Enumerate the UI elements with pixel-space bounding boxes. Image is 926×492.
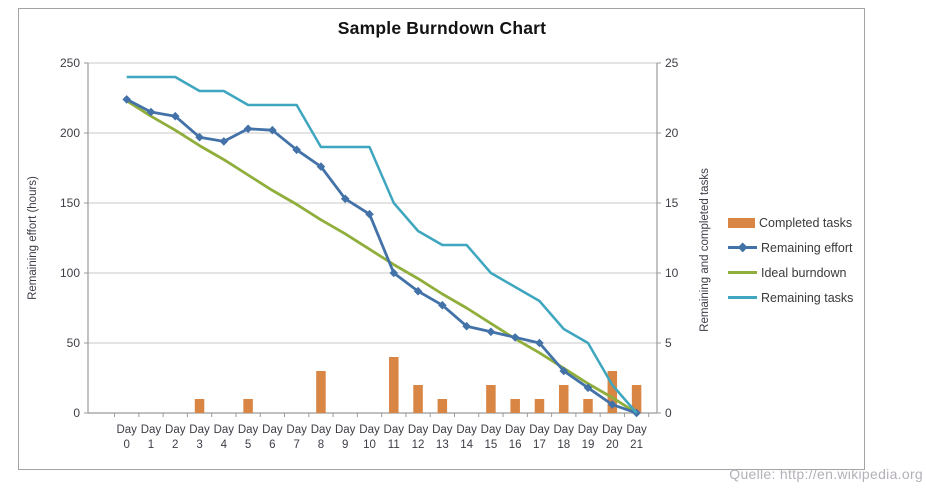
x-axis-label-day-10: Day 10 [359, 424, 380, 451]
x-axis-label-day-8: Day 8 [310, 424, 332, 451]
marker-remaining-effort [195, 132, 204, 142]
line-remaining-effort [126, 98, 638, 415]
right-axis-tick-label: 10 [665, 266, 679, 280]
left-axis-tick-label: 50 [66, 336, 80, 350]
bar-completed-tasks [437, 399, 448, 413]
marker-remaining-effort [510, 333, 520, 342]
x-axis-label-day-2: Day 2 [165, 424, 186, 451]
left-axis-tick-label: 200 [59, 126, 80, 140]
x-axis-label-day-20: Day 20 [602, 424, 623, 451]
bar-completed-tasks [510, 399, 520, 413]
bar-completed-tasks [486, 385, 496, 413]
legend-label-completed-tasks: Completed tasks [759, 215, 853, 230]
marker-remaining-effort [365, 209, 374, 219]
bar-completed-tasks [316, 371, 326, 413]
x-axis-label-day-7: Day 7 [286, 424, 307, 451]
chart-frame [18, 8, 865, 470]
marker-remaining-effort [122, 95, 131, 104]
x-axis-label-day-1: Day 1 [140, 424, 162, 451]
legend-label-remaining-effort: Remaining effort [761, 240, 853, 255]
legend-swatch-ideal-burndown [728, 271, 757, 274]
legend: Completed tasks Remaining effort Ideal b… [728, 210, 853, 310]
legend-item-ideal-burndown: Ideal burndown [728, 260, 853, 285]
bar-completed-tasks [583, 399, 593, 413]
marker-remaining-effort [462, 321, 471, 331]
marker-remaining-effort [559, 366, 569, 376]
legend-swatch-completed-tasks [728, 217, 755, 228]
x-axis-label-day-14: Day 14 [456, 424, 477, 451]
x-axis-label-day-21: Day 21 [626, 424, 647, 451]
x-axis-label-day-0: Day 0 [116, 424, 137, 451]
diamond-marker-icon [737, 242, 748, 253]
bar-completed-tasks [413, 385, 423, 413]
bar-completed-tasks [607, 371, 618, 413]
right-axis-tick-label: 15 [665, 196, 679, 210]
legend-item-completed-tasks: Completed tasks [728, 210, 853, 235]
bar-completed-tasks [534, 399, 545, 413]
x-axis-label-day-17: Day 17 [529, 424, 550, 451]
right-axis-tick-label: 20 [665, 126, 679, 140]
x-axis-label-day-3: Day 3 [189, 424, 210, 451]
marker-remaining-effort [608, 400, 617, 409]
line-remaining-tasks [126, 75, 638, 414]
marker-remaining-effort [243, 124, 253, 134]
x-axis-label-day-13: Day 13 [432, 424, 453, 451]
marker-remaining-effort [292, 145, 301, 155]
marker-remaining-effort [340, 194, 350, 204]
chart-title: Sample Burndown Chart [337, 18, 547, 38]
marker-remaining-effort [316, 162, 326, 171]
marker-remaining-effort [219, 137, 229, 146]
right-axis-tick-label: 25 [665, 56, 679, 70]
source-watermark: Quelle: http://en.wikipedia.org [729, 466, 923, 482]
legend-item-remaining-tasks: Remaining tasks [728, 285, 853, 310]
legend-item-remaining-effort: Remaining effort [728, 235, 853, 260]
left-axis-tick-label: 0 [73, 406, 80, 420]
marker-remaining-effort [486, 327, 496, 337]
right-axis-tick-label: 0 [665, 406, 672, 420]
x-axis-label-day-16: Day 16 [504, 424, 526, 451]
x-axis-label-day-9: Day 9 [334, 424, 356, 451]
marker-remaining-effort [438, 300, 447, 310]
legend-swatch-remaining-effort [728, 242, 757, 253]
left-axis-tick-label: 150 [59, 196, 80, 210]
bar-completed-tasks [389, 357, 399, 413]
x-axis-label-day-12: Day 12 [407, 424, 429, 451]
x-axis-label-day-5: Day 5 [237, 424, 259, 451]
bar-completed-tasks [194, 399, 205, 413]
bar-completed-tasks [631, 385, 642, 413]
line-ideal-burndown [125, 99, 638, 415]
left-axis-tick-label: 100 [59, 266, 80, 280]
bar-completed-tasks [558, 385, 569, 413]
marker-remaining-effort [583, 383, 593, 393]
marker-remaining-effort [413, 286, 423, 296]
x-axis-label-day-18: Day 18 [553, 424, 574, 451]
bar-completed-tasks [243, 399, 253, 413]
marker-remaining-effort [268, 125, 277, 135]
marker-remaining-effort [389, 268, 399, 278]
x-axis-label-day-19: Day 19 [577, 424, 599, 451]
marker-remaining-effort [170, 111, 180, 121]
legend-swatch-remaining-tasks [728, 296, 757, 299]
x-axis-label-day-4: Day 4 [213, 424, 235, 451]
legend-label-remaining-tasks: Remaining tasks [761, 290, 854, 305]
legend-label-ideal-burndown: Ideal burndown [761, 265, 847, 280]
x-axis-label-day-11: Day 11 [383, 424, 404, 451]
right-axis-tick-label: 5 [665, 336, 672, 350]
marker-remaining-effort [535, 338, 544, 348]
left-axis-tick-label: 250 [59, 56, 80, 70]
x-axis-label-day-6: Day 6 [262, 424, 283, 451]
x-axis-label-day-15: Day 15 [480, 424, 502, 451]
marker-remaining-effort [146, 107, 156, 117]
